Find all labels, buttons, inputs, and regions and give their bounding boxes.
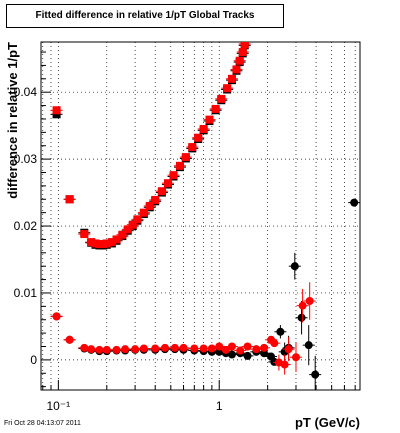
data-point <box>102 239 111 248</box>
data-point <box>252 345 261 354</box>
data-point <box>240 42 249 49</box>
data-point <box>243 351 252 360</box>
data-point <box>227 74 236 83</box>
data-point <box>128 220 137 229</box>
data-point <box>236 346 245 355</box>
data-point <box>80 343 89 352</box>
data-point <box>80 230 89 239</box>
y-tick-label: 0.04 <box>14 85 38 99</box>
data-point <box>87 345 96 354</box>
data-point <box>169 171 178 180</box>
y-axis-label: difference in relative 1/pT <box>5 42 20 199</box>
data-point <box>305 296 314 305</box>
data-point <box>227 350 236 359</box>
chart-title: Fitted difference in relative 1/pT Globa… <box>6 4 284 28</box>
data-point <box>211 104 220 113</box>
data-point <box>170 343 179 352</box>
data-point <box>112 345 121 354</box>
y-tick-label: 0 <box>30 353 37 367</box>
y-tick-label: 0.02 <box>14 219 38 233</box>
data-point <box>207 344 216 353</box>
data-point <box>65 335 74 344</box>
data-point <box>139 344 148 353</box>
data-point <box>118 230 127 239</box>
data-point <box>131 345 140 354</box>
data-point <box>205 115 214 124</box>
data-point <box>175 161 184 170</box>
data-point <box>235 56 244 65</box>
data-point <box>151 195 160 204</box>
data-point <box>227 342 236 351</box>
data-point <box>107 238 116 247</box>
data-point <box>121 345 130 354</box>
data-point <box>199 125 208 133</box>
data-point <box>181 153 190 162</box>
data-point <box>223 84 232 93</box>
data-point <box>304 341 313 350</box>
timestamp: Fri Oct 28 04:13:07 2011 <box>4 420 81 427</box>
data-point <box>270 339 279 348</box>
data-point <box>199 344 208 353</box>
data-point <box>280 360 289 369</box>
data-point <box>276 327 285 336</box>
data-point <box>102 345 111 354</box>
data-point <box>188 143 197 152</box>
data-point <box>112 235 121 244</box>
data-point <box>298 301 307 310</box>
data-point <box>217 94 226 103</box>
data-point <box>215 342 224 351</box>
data-point <box>95 345 104 354</box>
data-point <box>52 312 61 321</box>
data-point <box>160 343 169 352</box>
data-point <box>291 353 300 362</box>
data-point <box>260 343 269 352</box>
data-point <box>221 345 230 354</box>
y-tick-label: 0.03 <box>14 152 38 166</box>
data-point <box>238 48 247 57</box>
data-point <box>243 342 252 351</box>
data-point <box>52 106 61 115</box>
data-point <box>139 208 148 217</box>
data-point <box>145 201 154 210</box>
y-tick-label: 0.01 <box>14 286 38 300</box>
data-point <box>190 344 199 353</box>
x-axis-label: pT (GeV/c) <box>295 415 360 430</box>
data-point <box>133 215 142 224</box>
data-point <box>163 179 172 188</box>
data-point <box>151 344 160 353</box>
x-tick-label: 1 <box>216 399 223 413</box>
data-point <box>65 195 74 204</box>
data-point <box>232 65 241 74</box>
data-point <box>290 262 299 271</box>
plot-frame <box>40 41 361 391</box>
data-point <box>297 313 306 322</box>
data-point <box>179 343 188 352</box>
data-point <box>123 225 132 234</box>
data-point <box>350 198 359 207</box>
data-point <box>284 345 293 354</box>
data-point <box>52 110 61 119</box>
x-tick-label: 10⁻¹ <box>47 399 71 413</box>
data-point <box>157 187 166 196</box>
data-point <box>87 238 96 247</box>
data-point <box>194 133 203 142</box>
data-point <box>311 370 320 379</box>
